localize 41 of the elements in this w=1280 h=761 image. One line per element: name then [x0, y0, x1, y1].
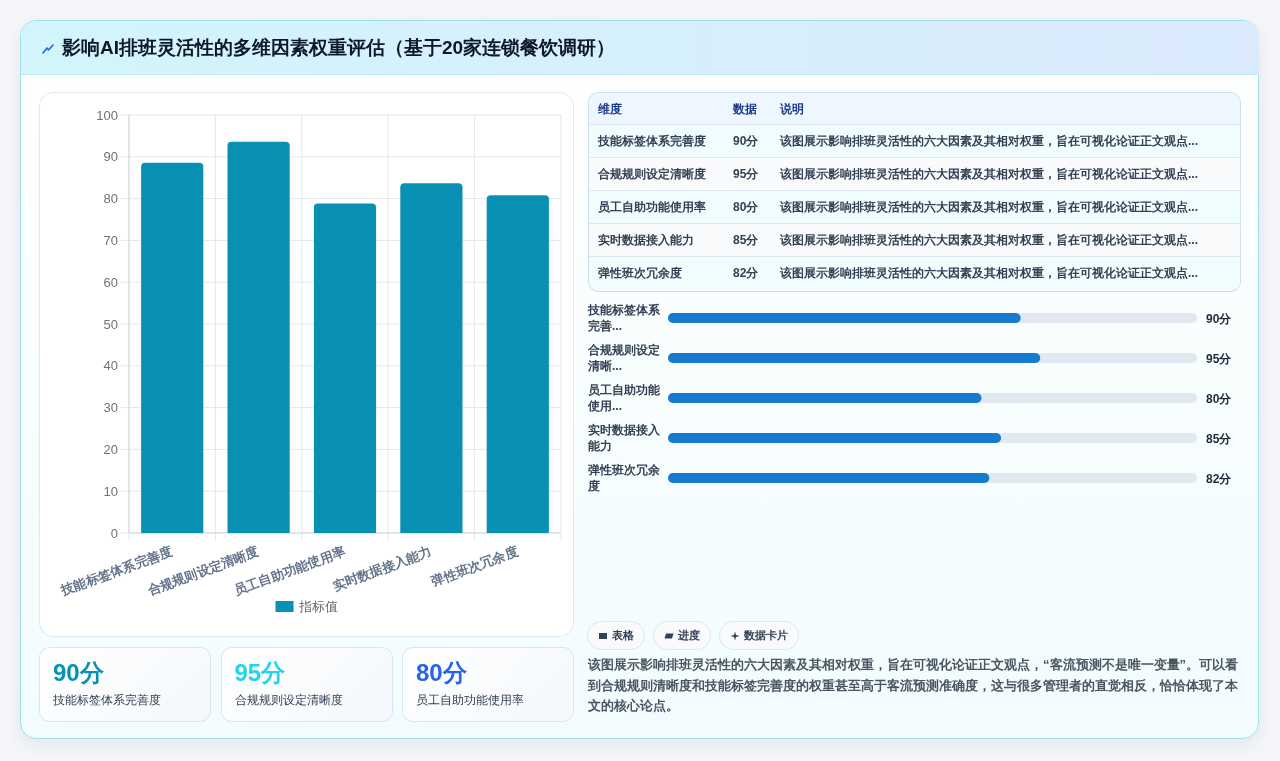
table-row: 合规规则设定清晰度 95分 该图展示影响排班灵活性的六大因素及其相对权重，旨在可视化论证正文观点...	[589, 158, 1240, 191]
table-row: 实时数据接入能力 85分 该图展示影响排班灵活性的六大因素及其相对权重，旨在可视化论证正文观点...	[589, 224, 1240, 257]
y-tick-label: 60	[103, 274, 118, 290]
stat-card: 95分 合规规则设定清晰度	[221, 648, 392, 721]
data-label: 82分	[1206, 471, 1233, 486]
y-tick-label: 合规规则设定清晰...	[588, 342, 661, 374]
table-header-row: 维度 数据 说明	[589, 93, 1240, 125]
y-tick-label: 100	[96, 107, 118, 123]
data-label: 85分	[1206, 431, 1233, 446]
data-label: 95分	[1206, 351, 1233, 366]
y-tick-label: 40	[103, 358, 118, 374]
y-tick-label: 10	[103, 483, 118, 499]
y-tick-label: 90	[103, 149, 118, 165]
bar	[313, 203, 377, 533]
y-tick-label: 50	[103, 316, 118, 332]
y-tick-label: 员工自助功能使用...	[588, 382, 661, 414]
y-tick-label: 70	[103, 232, 118, 248]
y-tick-label: 实时数据接入能力	[588, 422, 661, 454]
y-tick-label: 20	[103, 441, 118, 457]
y-tick-label: 30	[103, 400, 118, 416]
text: 该图展示影响排班灵活性的六大因素及其相对权重，旨在可视化论证正文观点，“客流预测不是唯一变量”。可以看到合规规则清晰度和技能标签完善度的权重甚至高于客流预测准确度，这与很多管理者的直觉相反，恰恰体现了本文的核心论点。	[588, 656, 1239, 715]
y-tick-label: 80	[103, 191, 118, 207]
table-row: 技能标签体系完善度 90分 该图展示影响排班灵活性的六大因素及其相对权重，旨在可视化论证正文观点...	[589, 125, 1240, 158]
legend-label: 指标值	[297, 600, 338, 614]
table-row: 弹性班次冗余度 82分 该图展示影响排班灵活性的六大因素及其相对权重，旨在可视化论证正文观点...	[589, 257, 1240, 290]
text: 影响AI排班灵活性的多维因素权重评估（基于20家连锁餐饮调研）	[62, 36, 616, 60]
tag-chip: 数据卡片	[720, 622, 798, 649]
y-tick-label: 弹性班次冗余度	[588, 462, 661, 494]
tag-chip: 表格	[588, 622, 644, 649]
bar	[400, 183, 463, 533]
y-tick-label: 技能标签体系完善...	[588, 302, 661, 334]
stat-card: 90分 技能标签体系完善度	[40, 648, 210, 721]
bar	[227, 141, 290, 533]
bar	[141, 162, 204, 533]
tag-chip: 进度	[654, 622, 710, 649]
y-tick-label: 0	[110, 525, 118, 541]
data-label: 80分	[1206, 391, 1233, 406]
table-row: 员工自助功能使用率 80分 该图展示影响排班灵活性的六大因素及其相对权重，旨在可视化论证正文观点...	[589, 191, 1240, 224]
bar	[486, 195, 549, 533]
stat-card: 80分 员工自助功能使用率	[403, 648, 573, 721]
data-label: 90分	[1206, 311, 1233, 326]
